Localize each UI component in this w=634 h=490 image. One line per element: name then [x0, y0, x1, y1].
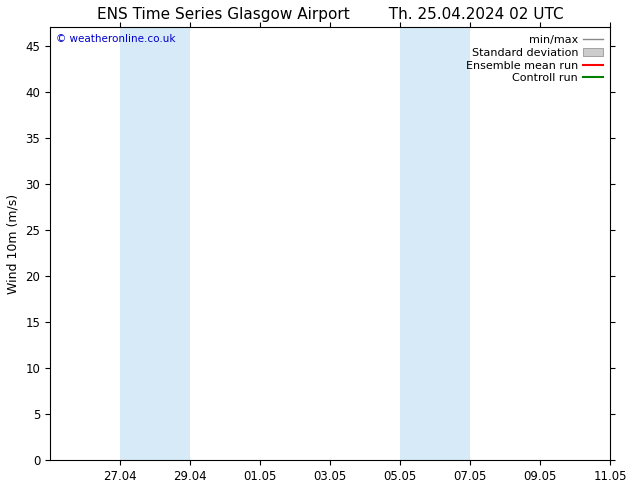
Legend: min/max, Standard deviation, Ensemble mean run, Controll run: min/max, Standard deviation, Ensemble me…: [463, 33, 605, 86]
Bar: [400, 27, 470, 460]
Y-axis label: Wind 10m (m/s): Wind 10m (m/s): [7, 194, 20, 294]
Text: © weatheronline.co.uk: © weatheronline.co.uk: [56, 34, 175, 44]
Title: ENS Time Series Glasgow Airport        Th. 25.04.2024 02 UTC: ENS Time Series Glasgow Airport Th. 25.0…: [97, 7, 564, 22]
Bar: [120, 27, 190, 460]
